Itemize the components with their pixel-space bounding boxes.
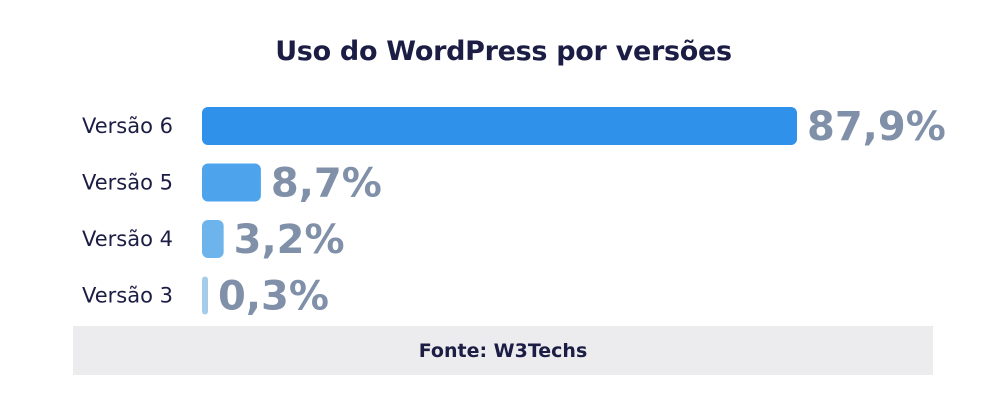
value-label: 87,9% xyxy=(807,104,946,150)
value-label: 0,3% xyxy=(218,274,329,320)
value-label: 8,7% xyxy=(271,161,382,207)
bar xyxy=(202,107,797,145)
category-label: Versão 4 xyxy=(82,227,173,251)
category-label: Versão 3 xyxy=(82,284,173,308)
category-label: Versão 6 xyxy=(82,114,173,138)
bar xyxy=(202,220,224,258)
category-label: Versão 5 xyxy=(82,171,173,195)
source-label: Fonte: W3Techs xyxy=(418,339,588,362)
chart-title: Uso do WordPress por versões xyxy=(275,36,732,67)
source-box: Fonte: W3Techs xyxy=(73,326,933,375)
bar xyxy=(202,163,261,202)
value-label: 3,2% xyxy=(234,217,345,263)
bar xyxy=(202,276,208,315)
